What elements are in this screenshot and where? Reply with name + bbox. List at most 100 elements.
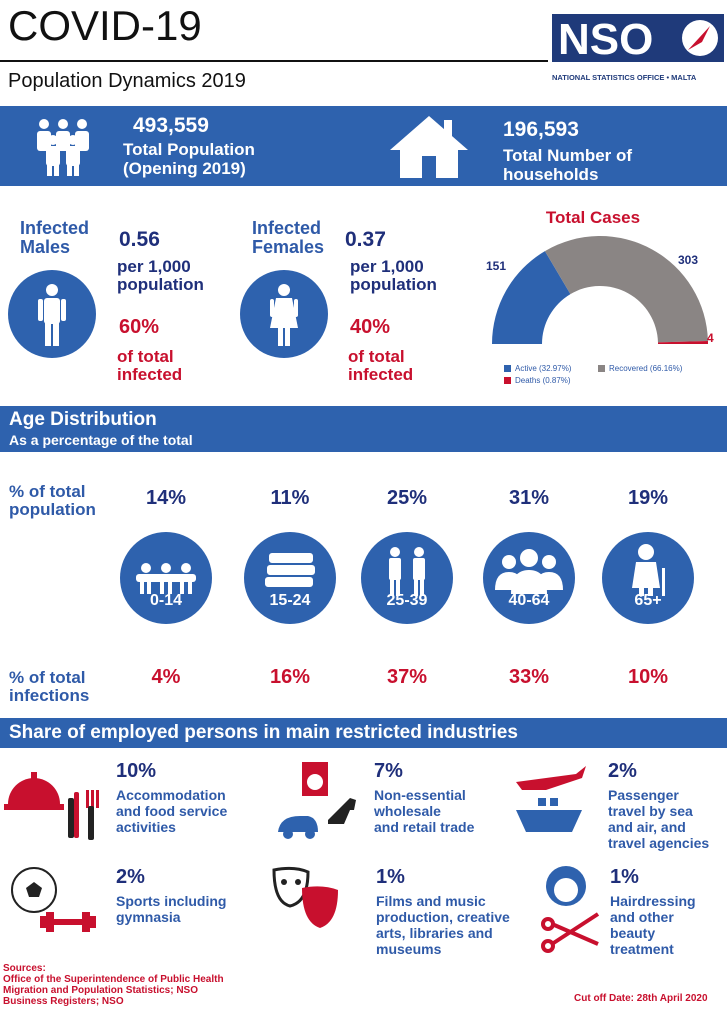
industry-pct: 1%	[376, 866, 405, 888]
females-label-2: Females	[252, 237, 325, 257]
pop-pct-15-24: 11%	[270, 487, 310, 509]
age-title: Age Distribution	[9, 409, 157, 430]
females-rate: 0.37	[345, 228, 386, 251]
industry-label-line: and food service	[116, 803, 228, 819]
title-rule	[0, 60, 548, 62]
industry-label-line: production, creative	[376, 909, 510, 925]
age-group-circle: 40-64	[483, 532, 575, 624]
pop-pct-40-64: 31%	[508, 487, 550, 509]
population-label-1: Total Population	[123, 140, 255, 159]
chart-title: Total Cases	[545, 208, 641, 227]
inf-label-1: % of total	[9, 668, 86, 687]
industry-pct: 2%	[116, 866, 145, 888]
population-value: 493,559	[133, 114, 209, 137]
male-circle	[8, 270, 96, 358]
age-group-circle: 15-24	[244, 532, 336, 624]
summary-band: 493,559 Total Population (Opening 2019) …	[0, 106, 727, 186]
females-per-2: population	[350, 275, 437, 294]
inf-pct-40-64: 33%	[508, 666, 550, 688]
age-subtitle: As a percentage of the total	[9, 432, 193, 448]
industry-label-line: Hairdressing	[610, 893, 696, 909]
source-2: Migration and Population Statistics; NSO	[3, 985, 199, 996]
total-cases-chart: Total Cases 151 303 4 Active (32.97%) Recov…	[478, 204, 723, 394]
cutoff-date: Cut off Date: 28th April 2020	[574, 993, 708, 1004]
industry-label-line: Accommodation	[116, 787, 226, 803]
industry-label-line: Sports including	[116, 893, 227, 909]
employment-title: Share of employed persons in main restri…	[9, 722, 518, 743]
slice-label-0: 151	[486, 259, 506, 273]
sources: Sources: Office of the Superintendence o…	[3, 963, 224, 1007]
age-group-circle: 25-39	[361, 532, 453, 624]
slice-label-2: 4	[707, 331, 714, 345]
households-label-2: households	[503, 165, 599, 184]
legend-item-2: Deaths (0.87%)	[504, 376, 571, 385]
page-subtitle: Population Dynamics 2019	[8, 70, 246, 92]
legend-item-0: Active (32.97%)	[504, 364, 571, 373]
age-group-label: 25-39	[386, 592, 428, 609]
males-label-1: Infected	[20, 218, 90, 238]
inf-label-2: infections	[9, 686, 90, 705]
males-share-label-2: infected	[117, 365, 183, 384]
ball-dumbbell-icon	[11, 867, 96, 932]
industry-pct: 7%	[374, 760, 403, 782]
people-group-icon	[37, 119, 89, 176]
nso-logo-mark: NSO	[552, 14, 724, 64]
industry-pct: 1%	[610, 866, 639, 888]
nso-logo: NSO NATIONAL STATISTICS OFFICE • MALTA	[552, 14, 724, 82]
pop-label-1: % of total	[9, 482, 86, 501]
households-value: 196,593	[503, 118, 579, 141]
theatre-masks-icon	[272, 866, 338, 928]
males-label-2: Males	[20, 237, 71, 257]
inf-pct-25-39: 37%	[386, 666, 428, 688]
pop-pct-65+: 19%	[627, 487, 669, 509]
industry-label-line: arts, libraries and	[376, 925, 493, 941]
inf-pct-0-14: 4%	[151, 666, 181, 688]
inf-pct-65+: 10%	[627, 666, 669, 688]
females-share-label-1: of total	[348, 347, 405, 366]
slice-1	[544, 236, 708, 343]
house-icon	[390, 116, 468, 178]
age-group-label: 15-24	[269, 592, 311, 609]
females-share: 40%	[350, 316, 391, 338]
males-rate: 0.56	[119, 228, 160, 251]
hair-scissors-icon	[541, 866, 600, 953]
males-per-2: population	[117, 275, 204, 294]
industry-label-line: travel agencies	[608, 835, 710, 851]
bell-cutlery-icon	[4, 772, 99, 840]
age-group-icon	[136, 563, 196, 594]
age-band: Age Distribution As a percentage of the …	[0, 406, 727, 452]
industry-label-line: museums	[376, 941, 442, 957]
industry-label-line: and retail trade	[374, 819, 475, 835]
sources-title: Sources:	[3, 963, 46, 974]
females-per-1: per 1,000	[350, 257, 424, 276]
logo-caption: NATIONAL STATISTICS OFFICE • MALTA	[552, 73, 697, 82]
males-share-label-1: of total	[117, 347, 174, 366]
age-group-label: 40-64	[508, 592, 550, 609]
industry-item: 1% Films and music production, creative art…	[376, 866, 510, 957]
plane-ship-icon	[516, 766, 586, 832]
industry-pct: 2%	[608, 760, 637, 782]
age-group-icon	[495, 549, 563, 594]
page-title: COVID-19	[8, 2, 202, 49]
nso-logo-text: NSO	[558, 15, 653, 62]
source-3: Business Registers; NSO	[3, 996, 124, 1007]
female-circle	[240, 270, 328, 358]
industry-label-line: gymnasia	[116, 909, 181, 925]
industry-label-line: wholesale	[374, 803, 441, 819]
age-group-icon	[389, 547, 425, 596]
age-group-icon	[263, 551, 317, 589]
females-label-1: Infected	[252, 218, 322, 238]
pop-pct-25-39: 25%	[386, 487, 428, 509]
industry-item: 1% Hairdressing and other beauty treatment	[610, 866, 696, 957]
employment-band: Share of employed persons in main restri…	[0, 718, 727, 748]
industry-item: 10% Accommodation and food service activiti…	[116, 760, 227, 835]
slice-0	[492, 251, 571, 344]
age-group-label: 65+	[634, 592, 662, 609]
slice-2	[657, 341, 708, 344]
females-share-label-2: infected	[348, 365, 414, 384]
pop-label-2: population	[9, 500, 96, 519]
shopping-icon	[278, 762, 356, 839]
industry-label-line: treatment	[610, 941, 674, 957]
industry-label-line: Passenger	[608, 787, 679, 803]
industry-label-line: Non-essential	[374, 787, 466, 803]
